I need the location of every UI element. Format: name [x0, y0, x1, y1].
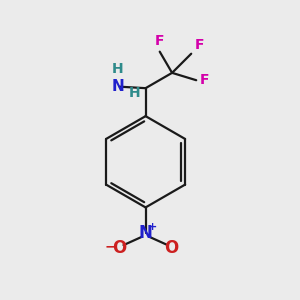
Text: H: H: [129, 86, 141, 100]
Text: F: F: [155, 34, 164, 48]
Text: −: −: [105, 240, 117, 254]
Text: N: N: [139, 224, 152, 242]
Text: F: F: [200, 73, 209, 87]
Text: O: O: [112, 239, 127, 257]
Text: N: N: [112, 79, 124, 94]
Text: +: +: [148, 222, 157, 232]
Text: O: O: [164, 239, 178, 257]
Text: H: H: [112, 61, 123, 76]
Text: F: F: [195, 38, 204, 52]
